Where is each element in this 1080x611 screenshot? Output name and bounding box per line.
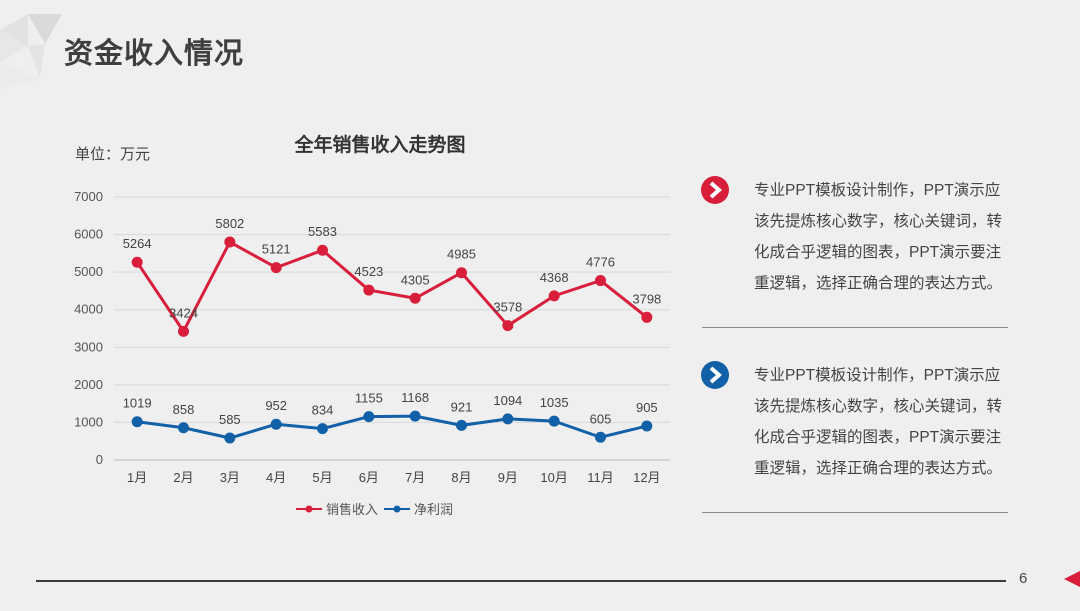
y-tick-label: 7000 [74, 189, 103, 204]
data-label-profit: 1019 [123, 396, 152, 411]
data-label-sales: 4523 [354, 264, 383, 279]
data-label-profit: 1168 [401, 390, 429, 405]
y-tick-label: 6000 [74, 227, 103, 242]
corner-decoration [0, 14, 62, 90]
data-point-sales [317, 244, 328, 256]
chevron-right-icon [701, 176, 729, 204]
data-point-profit [502, 413, 514, 425]
data-label-sales: 5264 [123, 236, 152, 251]
data-label-profit: 858 [173, 402, 195, 417]
x-tick-label: 7月 [405, 470, 425, 485]
line-chart: 0 1000 2000 3000 4000 5000 6000 7000 1月 2月 3月 4月 5月 6… [74, 189, 670, 485]
unit-label: 单位：万元 [75, 146, 151, 163]
data-point-sales [131, 256, 143, 268]
data-label-sales: 5802 [215, 216, 244, 231]
x-tick-label: 9月 [498, 470, 518, 485]
legend-swatch-sales [296, 505, 322, 512]
chart-title: 全年销售收入走势图 [294, 135, 466, 156]
data-point-profit [641, 420, 653, 432]
data-point-profit [595, 431, 606, 443]
data-label-profit: 1094 [493, 393, 522, 408]
page-title: 资金收入情况 [64, 38, 245, 70]
chevron-right-icon [701, 361, 729, 389]
corner-marker-icon [1064, 571, 1080, 587]
data-label-sales: 3578 [493, 300, 522, 315]
data-point-sales [178, 325, 189, 337]
data-label-sales: 5121 [262, 242, 291, 257]
data-point-profit [178, 422, 189, 434]
data-label-profit: 585 [219, 412, 241, 427]
data-point-profit [363, 411, 375, 423]
page-number: 6 [1019, 570, 1028, 587]
data-label-sales: 4305 [401, 272, 430, 287]
data-label-profit: 1155 [355, 391, 383, 406]
legend-item-profit: 净利润 [384, 499, 453, 518]
y-tick-label: 5000 [74, 264, 103, 279]
x-tick-label: 3月 [220, 470, 240, 485]
note-2-text: 专业PPT模板设计制作，PPT演示应该先提炼核心数字，核心关键词，转化成合乎逻辑… [754, 367, 1003, 477]
data-point-profit [409, 410, 421, 422]
y-tick-label: 3000 [74, 339, 103, 354]
legend-label-sales: 销售收入 [326, 502, 379, 517]
data-point-profit [456, 419, 467, 431]
x-tick-label: 2月 [173, 470, 193, 485]
data-point-sales [641, 311, 653, 323]
data-label-profit: 834 [312, 403, 334, 418]
x-tick-label: 6月 [359, 470, 379, 485]
data-point-sales [363, 284, 375, 296]
data-point-profit [270, 418, 282, 430]
y-tick-label: 1000 [74, 414, 103, 429]
y-tick-label: 4000 [74, 302, 103, 317]
x-tick-label: 5月 [312, 470, 332, 485]
x-tick-label: 8月 [451, 470, 471, 485]
data-label-sales: 4776 [586, 255, 615, 270]
data-label-profit: 905 [636, 400, 658, 415]
chart-legend: 销售收入 净利润 [296, 499, 453, 518]
x-tick-label: 11月 [587, 470, 614, 485]
data-label-sales: 3424 [169, 305, 198, 320]
legend-swatch-profit [384, 505, 411, 512]
data-point-profit [317, 423, 328, 435]
x-tick-label: 1月 [127, 470, 147, 485]
data-point-profit [131, 416, 143, 428]
data-label-sales: 3798 [632, 291, 661, 306]
data-point-sales [409, 292, 421, 304]
footer-line [36, 580, 1006, 582]
legend-item-sales: 销售收入 [296, 499, 378, 518]
series-line-sales [135, 240, 648, 333]
y-tick-label: 0 [96, 452, 103, 467]
data-point-profit [224, 432, 236, 444]
data-point-sales [456, 267, 467, 279]
data-point-sales [270, 262, 282, 274]
data-point-profit [548, 415, 560, 427]
data-label-profit: 921 [451, 399, 473, 414]
y-tick-label: 2000 [74, 377, 103, 392]
data-point-sales [595, 275, 606, 287]
x-tick-label: 12月 [633, 470, 660, 485]
data-label-profit: 952 [265, 398, 287, 413]
note-divider-1 [702, 327, 1008, 328]
series-line-profit [136, 414, 648, 440]
data-label-sales: 4985 [447, 247, 476, 262]
note-divider-2 [702, 512, 1008, 513]
note-1-text: 专业PPT模板设计制作，PPT演示应该先提炼核心数字，核心关键词，转化成合乎逻辑… [754, 182, 1003, 292]
data-point-sales [502, 320, 514, 332]
x-tick-label: 4月 [266, 470, 286, 485]
data-label-profit: 605 [590, 411, 612, 426]
data-point-sales [224, 236, 236, 248]
data-label-sales: 4368 [540, 270, 569, 285]
legend-label-profit: 净利润 [414, 502, 454, 517]
data-label-sales: 5583 [308, 224, 337, 239]
data-label-profit: 1035 [540, 395, 569, 410]
x-tick-label: 10月 [540, 470, 567, 485]
data-point-sales [548, 290, 560, 302]
